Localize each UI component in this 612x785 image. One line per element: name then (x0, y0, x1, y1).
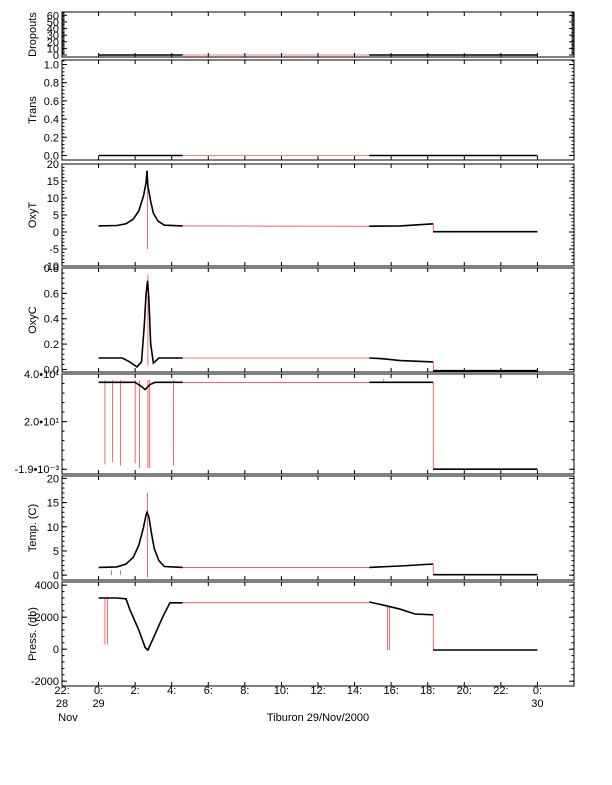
y-tick-label: 4000 (35, 580, 59, 592)
y-tick-label: -10 (43, 261, 59, 273)
x-tick-month: Nov (58, 712, 78, 724)
y-tick-label: 40 (47, 24, 59, 36)
y-tick-label: 2000 (35, 612, 59, 624)
y-axis-label: Press. (db) (27, 607, 39, 661)
y-axis-label: OxyT (27, 202, 39, 229)
y-tick-label: 0.0 (44, 150, 59, 162)
panel-frame (61, 267, 575, 373)
x-tick-label: 10: (274, 685, 289, 697)
y-tick-label: 2.0•10¹ (24, 417, 59, 429)
y-tick-label: 30 (47, 30, 59, 42)
y-tick-label: 20 (47, 37, 59, 49)
x-tick-label: 16: (383, 685, 398, 697)
y-tick-label: -5 (49, 244, 59, 256)
x-tick-label: 12: (310, 685, 325, 697)
panel-frame (61, 11, 575, 58)
y-tick-label: 0 (53, 227, 59, 239)
x-tick-label: 22: (54, 685, 69, 697)
y-tick-label: 10 (47, 522, 59, 534)
y-axis-label: Temp. (C) (27, 504, 39, 552)
y-tick-label: 0.2 (44, 339, 59, 351)
x-tick-date: 28 (56, 698, 68, 710)
x-tick-label: 0: (94, 685, 103, 697)
y-tick-label: 50 (47, 17, 59, 29)
y-tick-label: 20 (47, 473, 59, 485)
y-axis-label: OxyC (27, 306, 39, 334)
panel-temp: 0 5 10 15 20 Temp. (C) (27, 473, 575, 582)
y-axis-label: Dropouts (27, 12, 39, 57)
x-tick-label: 20: (457, 685, 472, 697)
panel-frame (61, 373, 575, 475)
y-tick-label: 60 (47, 10, 59, 22)
series-measured (98, 280, 183, 368)
series-measured (98, 597, 183, 652)
series-measured (369, 563, 434, 569)
panel-frame (61, 475, 575, 581)
y-tick-label: 0.4 (44, 314, 59, 326)
panel-trans: 0.0 0.2 0.4 0.6 0.8 1.0 Trans (27, 59, 575, 162)
x-tick-label: 22: (493, 685, 508, 697)
y-tick-label: 15 (47, 176, 59, 188)
panel-oxyc: 0.0 0.2 0.4 0.6 0.8 OxyC (27, 263, 575, 376)
y-tick-label: -2000 (31, 676, 59, 688)
series-measured (369, 223, 434, 227)
x-tick-label: 14: (347, 685, 362, 697)
y-tick-label: 5 (53, 210, 59, 222)
x-tick-date: 30 (531, 698, 543, 710)
x-tick-label: 0: (533, 685, 542, 697)
panels: 0102030405060Dropouts0.00.20.40.60.81.0T… (14, 10, 575, 688)
y-tick-label: 15 (47, 498, 59, 510)
y-tick-label: 5 (53, 546, 59, 558)
y-tick-label: 0 (53, 644, 59, 656)
panel-raw: -1.9•10⁻³ 2.0•10¹ 4.0•10¹ (14, 369, 575, 476)
chart-title: Tiburon 29/Nov/2000 (267, 712, 369, 724)
y-tick-label: 0.0 (44, 364, 59, 376)
series-measured (369, 601, 434, 616)
x-tick-date: 29 (92, 698, 104, 710)
series-measured (98, 170, 183, 227)
y-tick-label: 0.4 (44, 114, 59, 126)
y-tick-label: 0.6 (44, 96, 59, 108)
y-axis-label: Trans (27, 96, 39, 124)
panel-frame (61, 581, 575, 687)
y-tick-label: 1.0 (44, 60, 59, 72)
x-tick-label: 4: (167, 685, 176, 697)
panel-press: -2000 0 2000 4000 Press. (db) (27, 580, 575, 688)
y-tick-label: 4.0•10¹ (24, 369, 59, 381)
y-tick-label: 0.8 (44, 78, 59, 90)
panel-frame (61, 163, 575, 267)
series-measured (98, 381, 183, 391)
x-tick-label: 6: (204, 685, 213, 697)
y-tick-label: 20 (47, 159, 59, 171)
y-tick-label: 0 (53, 570, 59, 582)
y-tick-label: 0.8 (44, 263, 59, 275)
y-tick-label: -1.9•10⁻³ (14, 464, 59, 476)
series-measured (369, 357, 434, 363)
panel-oxyt: -10 -5 0 5 10 15 20 OxyT (27, 159, 575, 273)
x-tick-label: 18: (420, 685, 435, 697)
y-tick-label: 0.6 (44, 288, 59, 300)
series-measured (98, 510, 183, 569)
panel-frame (61, 59, 575, 161)
x-tick-label: 2: (131, 685, 140, 697)
y-tick-label: 10 (47, 193, 59, 205)
x-tick-label: 8: (240, 685, 249, 697)
y-tick-label: 0 (53, 50, 59, 62)
y-tick-label: 10 (47, 43, 59, 55)
y-tick-label: 0.2 (44, 132, 59, 144)
